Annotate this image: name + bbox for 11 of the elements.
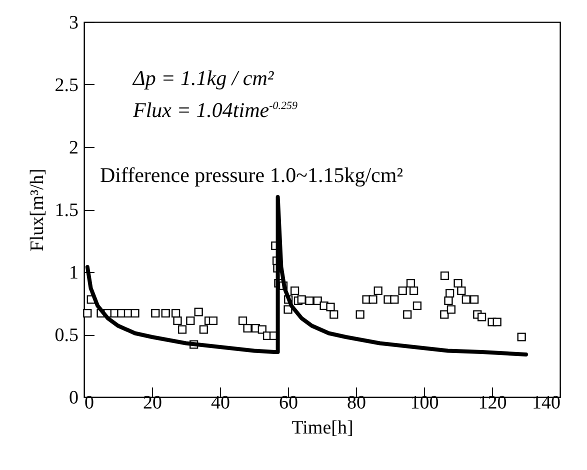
x-axis-title: Time[h] (292, 418, 354, 438)
y-tick-label: 1.5 (54, 200, 78, 221)
y-tick-label: 3 (69, 12, 78, 34)
y-tick-label: 2 (69, 138, 78, 158)
y-tick-label: 1 (69, 262, 78, 284)
y-axis-title: Flux[m³/h] (26, 168, 48, 252)
annotation: Difference pressure 1.0~1.15kg/cm² (100, 163, 404, 188)
annotation: Δp = 1.1kg / cm² (133, 66, 274, 91)
y-tick-label: 0.5 (54, 325, 78, 346)
y-tick-label: 2.5 (54, 75, 78, 96)
annotation: Flux = 1.04time$^{-0.259}$ (133, 98, 298, 123)
